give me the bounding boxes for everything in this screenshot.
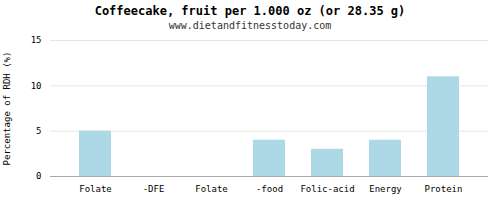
svg-text:15: 15 [31,35,42,45]
svg-text:5: 5 [36,126,41,136]
svg-text:Folate: Folate [79,184,112,194]
html-text:Coffeecake, fruit per 1.000 oz: Coffeecake, fruit per 1.000 oz (or 28.35… [94,4,406,18]
svg-text:10: 10 [31,81,42,91]
svg-text:0: 0 [36,171,41,181]
svg-text:-food: -food [256,184,283,194]
html-text:www.dietandfitnesstoday.com: www.dietandfitnesstoday.com [168,20,332,31]
svg-text:Protein: Protein [425,184,463,194]
svg-text:Folate: Folate [195,184,228,194]
svg-text:Percentage of RDH (%): Percentage of RDH (%) [2,52,12,166]
svg-text:-DFE: -DFE [143,184,165,194]
svg-text:Energy: Energy [369,184,402,194]
svg-text:Folic-acid: Folic-acid [300,184,354,194]
